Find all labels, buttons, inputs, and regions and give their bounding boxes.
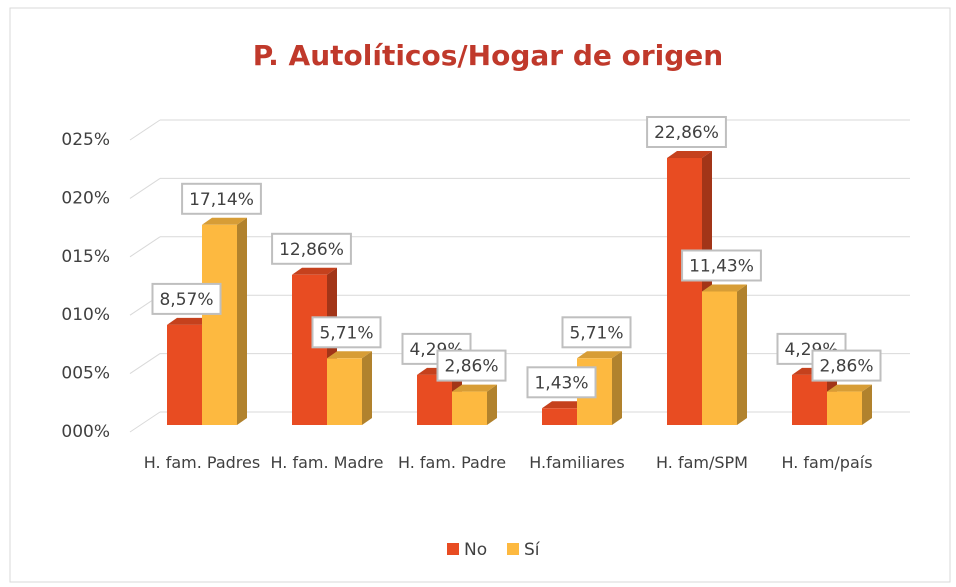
x-tick-text: H. fam/SPM (656, 453, 748, 472)
legend-swatch (447, 543, 459, 555)
y-tick-label: 020% (61, 188, 110, 208)
data-label-box (646, 115, 727, 148)
bar-side (237, 217, 247, 425)
bar-side (862, 384, 872, 425)
data-label: 22,86% (654, 123, 719, 143)
grid-line-side (129, 411, 161, 433)
bar (792, 374, 827, 425)
bar (827, 391, 862, 425)
data-label-box (311, 316, 382, 349)
x-tick-text: H. fam. Madre (270, 453, 384, 472)
bar-side (737, 284, 747, 425)
data-label-box (436, 349, 507, 382)
bar-top (327, 351, 372, 359)
data-label: 8,57% (159, 290, 213, 310)
data-label-box (526, 366, 597, 399)
grid-line-side (129, 119, 161, 141)
legend-swatch (507, 543, 519, 555)
bar-top (202, 217, 247, 225)
x-tick-label: H. fam. Padres (143, 453, 261, 472)
bar (452, 391, 487, 425)
bar-top (542, 401, 587, 409)
data-label-box (681, 249, 762, 282)
data-label-box (271, 232, 352, 265)
data-label: 5,71% (569, 323, 623, 343)
data-label: 1,43% (534, 373, 588, 393)
bar (327, 358, 362, 425)
bar (292, 274, 327, 425)
grid-line-side (129, 236, 161, 258)
chart-title: P. Autolíticos/Hogar de origen (253, 39, 723, 72)
x-tick-text: H.familiares (529, 453, 625, 472)
bar (417, 374, 452, 425)
data-label: 5,71% (319, 323, 373, 343)
bar-top (452, 384, 497, 392)
bar-top (827, 384, 872, 392)
bar (702, 291, 737, 425)
data-label-box (561, 316, 632, 349)
y-tick-label: 005% (61, 364, 110, 384)
bar-side (362, 351, 372, 425)
grid-line-side (129, 177, 161, 199)
legend-label: Sí (524, 540, 541, 560)
data-label: 17,14% (189, 190, 254, 210)
data-label-box (181, 182, 262, 215)
bar-top (292, 267, 337, 275)
bar-top (667, 150, 712, 158)
data-label: 2,86% (819, 357, 873, 377)
x-tick-text: H. fam. Padres (143, 453, 261, 472)
data-label: 11,43% (689, 256, 754, 276)
x-tick-text: H. fam. Padre (397, 453, 507, 472)
data-label-box (151, 282, 222, 315)
x-tick-label: H.familiares (529, 453, 625, 472)
x-tick-label: H. fam. Madre (270, 453, 384, 472)
legend-label: No (464, 540, 487, 560)
data-label-box (811, 349, 882, 382)
bar-top (167, 317, 212, 325)
grid-line-side (129, 353, 161, 375)
y-tick-label: 000% (61, 422, 110, 442)
y-tick-label: 015% (61, 247, 110, 267)
bar (542, 408, 577, 425)
data-label: 12,86% (279, 240, 344, 260)
x-tick-text: H. fam/país (781, 453, 873, 472)
bar-top (702, 284, 747, 292)
x-tick-label: H. fam/SPM (656, 453, 748, 472)
y-tick-label: 010% (61, 305, 110, 325)
bar (167, 324, 202, 425)
bar (667, 157, 702, 426)
bar (202, 224, 237, 425)
bar-side (487, 384, 497, 425)
bar-top (577, 351, 622, 359)
data-label: 2,86% (444, 357, 498, 377)
x-tick-label: H. fam. Padre (397, 453, 507, 472)
bar-side (612, 351, 622, 425)
y-tick-label: 025% (61, 130, 110, 150)
x-tick-label: H. fam/país (781, 453, 873, 472)
